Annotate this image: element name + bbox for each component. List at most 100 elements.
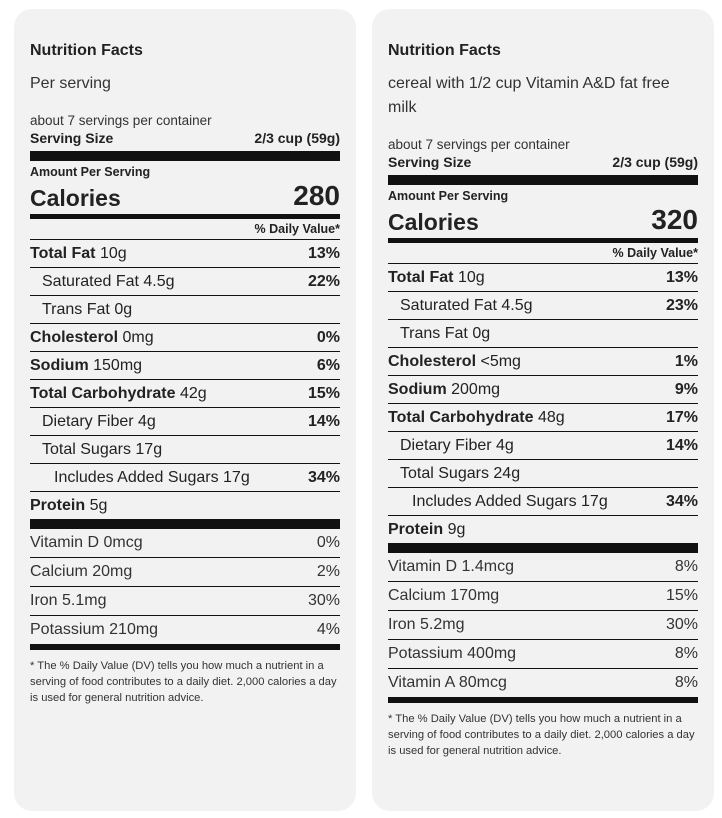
nutrient-amount: 4g bbox=[496, 436, 514, 454]
vitamin-label: Vitamin D 1.4mcg bbox=[388, 558, 514, 576]
vitamin-label: Potassium 400mg bbox=[388, 645, 516, 663]
vitamin-name: Calcium bbox=[388, 587, 446, 604]
nutrient-name: Cholesterol bbox=[388, 352, 477, 370]
vitamin-row: Calcium 20mg 2% bbox=[30, 558, 340, 587]
nutrient-daily-value: 34% bbox=[307, 468, 340, 486]
vitamin-name: Iron bbox=[30, 592, 58, 609]
nutrient-amount: 9g bbox=[447, 520, 466, 538]
vitamin-label: Iron 5.1mg bbox=[30, 592, 107, 610]
nutrient-row: Sodium 150mg 6% bbox=[30, 352, 340, 380]
nutrient-label: Total Carbohydrate 42g bbox=[30, 380, 207, 408]
vitamin-name: Calcium bbox=[30, 563, 88, 580]
nutrient-daily-value: 23% bbox=[665, 296, 698, 314]
nutrient-amount: 24g bbox=[493, 464, 521, 482]
nutrient-row: Saturated Fat 4.5g 23% bbox=[388, 292, 698, 320]
nutrient-name: Saturated Fat bbox=[400, 296, 497, 314]
vitamin-label: Calcium 170mg bbox=[388, 587, 499, 605]
nutrient-row: Cholesterol 0mg 0% bbox=[30, 324, 340, 352]
serving-size-label: Serving Size bbox=[30, 130, 114, 146]
nutrient-name: Total Carbohydrate bbox=[388, 408, 534, 426]
nutrient-row: Total Sugars 24g bbox=[388, 460, 698, 488]
nutrient-amount: 0g bbox=[472, 324, 491, 342]
daily-value-header: % Daily Value* bbox=[30, 219, 340, 240]
nutrient-daily-value: 6% bbox=[316, 356, 340, 374]
nutrient-label: Total Fat 10g bbox=[388, 264, 485, 292]
vitamin-row: Iron 5.2mg 30% bbox=[388, 611, 698, 640]
nutrient-label: Sodium 200mg bbox=[388, 376, 500, 404]
nutrient-name: Total Sugars bbox=[400, 464, 489, 482]
vitamin-label: Iron 5.2mg bbox=[388, 616, 465, 634]
nutrient-name: Sodium bbox=[388, 380, 447, 398]
serving-size-value: 2/3 cup (59g) bbox=[254, 130, 340, 146]
calories-label: Calories bbox=[388, 209, 479, 235]
nutrient-label: Cholesterol <5mg bbox=[388, 348, 521, 376]
vitamin-amount: 170mg bbox=[450, 587, 500, 604]
nutrient-name: Trans Fat bbox=[400, 324, 468, 342]
calories-row: Calories 280 bbox=[30, 180, 340, 219]
vitamin-daily-value: 8% bbox=[674, 558, 698, 575]
vitamin-row: Vitamin D 1.4mcg 8% bbox=[388, 553, 698, 582]
nutrient-label: Protein 9g bbox=[388, 516, 465, 544]
nutrient-label: Dietary Fiber 4g bbox=[400, 432, 514, 460]
serving-size-row: Serving Size 2/3 cup (59g) bbox=[30, 129, 340, 161]
label-description: cereal with 1/2 cup Vitamin A&D fat free… bbox=[388, 75, 670, 116]
nutrient-label: Total Sugars 17g bbox=[42, 436, 162, 464]
vitamin-daily-value: 15% bbox=[665, 587, 698, 604]
vitamin-amount: 210mg bbox=[109, 621, 159, 638]
nutrient-amount: 17g bbox=[135, 440, 163, 458]
nutrient-row: Total Carbohydrate 42g 15% bbox=[30, 380, 340, 408]
vitamin-amount: 20mg bbox=[92, 563, 133, 580]
nutrient-daily-value: 17% bbox=[665, 408, 698, 426]
nutrient-row: Dietary Fiber 4g 14% bbox=[388, 432, 698, 460]
label-title: Nutrition Facts bbox=[388, 42, 501, 59]
vitamin-amount: 5.1mg bbox=[62, 592, 107, 609]
nutrient-row: Total Sugars 17g bbox=[30, 436, 340, 464]
vitamin-label: Vitamin D 0mcg bbox=[30, 534, 143, 552]
nutrient-row: Protein 9g bbox=[388, 516, 698, 553]
nutrient-row: Dietary Fiber 4g 14% bbox=[30, 408, 340, 436]
vitamin-row: Iron 5.1mg 30% bbox=[30, 587, 340, 616]
nutrition-label-card-with-milk: Nutrition Facts cereal with 1/2 cup Vitam… bbox=[372, 9, 714, 811]
vitamin-row: Potassium 400mg 8% bbox=[388, 640, 698, 669]
vitamin-amount: 5.2mg bbox=[420, 616, 465, 633]
nutrient-name: Dietary Fiber bbox=[42, 412, 134, 430]
vitamin-name: Vitamin D bbox=[30, 534, 100, 551]
vitamin-amount: 1.4mcg bbox=[461, 558, 514, 575]
vitamin-daily-value: 30% bbox=[665, 616, 698, 633]
nutrient-label: Saturated Fat 4.5g bbox=[42, 268, 175, 296]
nutrient-amount: 10g bbox=[99, 244, 127, 262]
nutrient-name: Total Sugars bbox=[42, 440, 131, 458]
nutrient-daily-value: 13% bbox=[665, 268, 698, 286]
amount-per-serving: Amount Per Serving bbox=[30, 165, 151, 179]
nutrient-daily-value: 0% bbox=[316, 328, 340, 346]
vitamin-daily-value: 8% bbox=[674, 674, 698, 691]
nutrient-row: Total Carbohydrate 48g 17% bbox=[388, 404, 698, 432]
nutrient-label: Trans Fat 0g bbox=[42, 296, 132, 324]
vitamin-row: Potassium 210mg 4% bbox=[30, 616, 340, 650]
nutrient-name: Includes Added Sugars bbox=[54, 468, 219, 486]
nutrient-daily-value: 14% bbox=[307, 412, 340, 430]
nutrient-row: Saturated Fat 4.5g 22% bbox=[30, 268, 340, 296]
vitamin-name: Potassium bbox=[30, 621, 105, 638]
nutrient-amount: 0mg bbox=[122, 328, 154, 346]
vitamin-name: Iron bbox=[388, 616, 416, 633]
amount-per-serving: Amount Per Serving bbox=[388, 189, 509, 203]
nutrient-amount: 4.5g bbox=[143, 272, 175, 290]
daily-value-footnote: * The % Daily Value (DV) tells you how m… bbox=[388, 713, 695, 757]
nutrient-amount: <5mg bbox=[480, 352, 521, 370]
nutrient-row: Includes Added Sugars 17g 34% bbox=[30, 464, 340, 492]
nutrient-name: Saturated Fat bbox=[42, 272, 139, 290]
vitamin-label: Vitamin A 80mcg bbox=[388, 674, 507, 692]
vitamin-label: Potassium 210mg bbox=[30, 621, 158, 639]
nutrient-amount: 5g bbox=[89, 496, 108, 514]
nutrient-daily-value: 15% bbox=[307, 384, 340, 402]
nutrient-label: Dietary Fiber 4g bbox=[42, 408, 156, 436]
nutrient-label: Cholesterol 0mg bbox=[30, 324, 154, 352]
nutrient-daily-value: 14% bbox=[665, 436, 698, 454]
nutrient-name: Trans Fat bbox=[42, 300, 110, 318]
nutrient-label: Protein 5g bbox=[30, 492, 107, 520]
nutrient-amount: 150mg bbox=[93, 356, 143, 374]
serving-size-label: Serving Size bbox=[388, 154, 472, 170]
nutrient-name: Total Fat bbox=[30, 244, 96, 262]
nutrient-daily-value: 34% bbox=[665, 492, 698, 510]
